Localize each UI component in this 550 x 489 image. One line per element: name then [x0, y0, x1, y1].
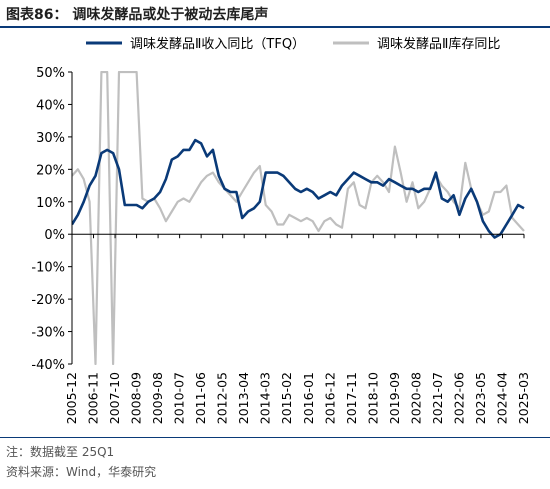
y-tick-label: 10% — [36, 196, 65, 211]
x-tick-label: 2021-07 — [430, 372, 445, 424]
y-tick-label: 40% — [36, 98, 65, 113]
x-tick-label: 2008-09 — [129, 372, 144, 424]
y-tick-label: 50% — [36, 66, 65, 81]
y-tick-label: 20% — [36, 163, 65, 178]
y-tick-label: -10% — [31, 261, 65, 276]
x-tick-label: 2019-09 — [387, 372, 402, 424]
source-note: 资料来源：Wind，华泰研究 — [6, 465, 157, 479]
y-tick-label: -40% — [31, 358, 65, 373]
y-tick-label: -20% — [31, 293, 65, 308]
x-tick-label: 2010-07 — [172, 372, 187, 424]
x-tick-label: 2018-10 — [365, 372, 380, 424]
series-layer — [72, 71, 525, 365]
title-rule — [0, 26, 550, 28]
line-chart: 调味发酵品Ⅱ收入同比（TFQ） 调味发酵品Ⅱ库存同比 -40% -30% -20% -1… — [31, 36, 531, 424]
x-tick-label: 2017-11 — [344, 372, 359, 424]
x-tick-label: 2020-08 — [408, 372, 423, 424]
x-tick-label: 2015-02 — [279, 372, 294, 424]
x-tick-label: 2011-06 — [193, 372, 208, 424]
x-tick-label: 2009-08 — [150, 372, 165, 424]
legend: 调味发酵品Ⅱ收入同比（TFQ） 调味发酵品Ⅱ库存同比 — [86, 36, 500, 52]
x-tick-label: 2006-11 — [86, 372, 101, 424]
series-line-revenue — [72, 138, 525, 239]
bottom-rule — [0, 437, 550, 438]
x-tick-label: 2024-04 — [494, 372, 509, 424]
y-tick-label: 0% — [44, 228, 65, 243]
legend-label: 调味发酵品Ⅱ收入同比（TFQ） — [130, 36, 305, 52]
x-tick-label: 2025-03 — [516, 372, 531, 424]
x-tick-label: 2012-05 — [215, 372, 230, 424]
x-tick-label: 2023-05 — [473, 372, 488, 424]
y-tick-label: -30% — [31, 326, 65, 341]
x-tick-label: 2013-04 — [236, 372, 251, 424]
x-tick-label: 2016-01 — [301, 372, 316, 424]
figure-title: 图表86： 调味发酵品或处于被动去库尾声 — [6, 7, 269, 23]
x-tick-label: 2016-12 — [322, 372, 337, 424]
axes-layer: -40% -30% -20% -10% 0% 10% 20% 30% 40% 50% 2005-12… — [31, 66, 531, 424]
x-tick-label: 2022-06 — [451, 372, 466, 424]
x-tick-label: 2007-10 — [107, 372, 122, 424]
series-line-inventory — [72, 71, 525, 365]
y-tick-label: 30% — [36, 131, 65, 146]
x-tick-label: 2005-12 — [64, 372, 79, 424]
footnote: 注：数据截至 25Q1 — [6, 445, 115, 459]
legend-label: 调味发酵品Ⅱ库存同比 — [377, 36, 500, 52]
x-tick-label: 2014-03 — [258, 372, 273, 424]
